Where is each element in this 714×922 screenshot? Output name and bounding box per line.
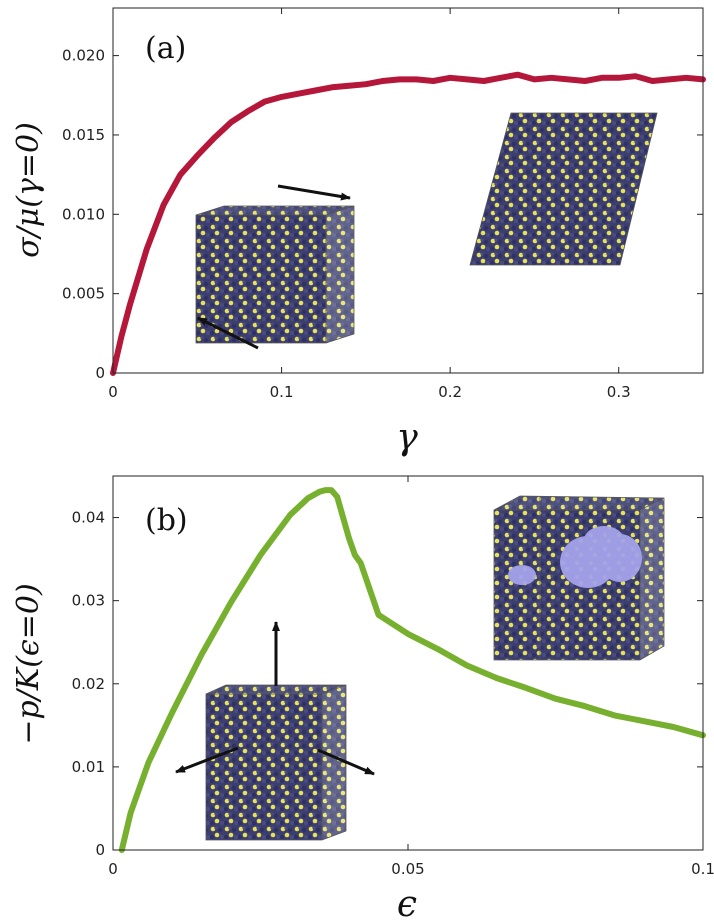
y-tick-label: 0.015 bbox=[62, 126, 105, 144]
y-tick-label: 0.010 bbox=[62, 205, 105, 223]
panel-b-y-axis-label: −p/K(ϵ=0) bbox=[11, 583, 46, 744]
sheared-box bbox=[470, 113, 657, 265]
panel-a-x-axis-label: γ bbox=[396, 417, 418, 458]
cavity-bubble bbox=[508, 526, 642, 588]
x-tick-label: 0.1 bbox=[691, 860, 714, 878]
y-tick-label: 0.03 bbox=[72, 592, 105, 610]
y-tick-label: 0.04 bbox=[72, 509, 105, 527]
panel-b-cavity-cube-inset bbox=[493, 495, 665, 661]
panel-b-expanding-cube-inset bbox=[175, 621, 375, 841]
y-tick-label: 0.01 bbox=[72, 758, 105, 776]
x-tick-label: 0.05 bbox=[391, 860, 424, 878]
y-tick-label: 0.005 bbox=[62, 285, 105, 303]
expand-arrow-left bbox=[175, 746, 239, 774]
y-tick-label: 0.02 bbox=[72, 675, 105, 693]
panel-b-plot-area bbox=[118, 487, 706, 853]
cube-top-face bbox=[196, 206, 354, 215]
panel-b-label: (b) bbox=[145, 503, 188, 538]
y-tick-label: 0 bbox=[95, 364, 105, 382]
panel-a-plot-area bbox=[110, 71, 706, 376]
shear-arrow-bottom bbox=[197, 316, 259, 350]
x-tick-label: 0 bbox=[108, 860, 118, 878]
x-tick-label: 0.3 bbox=[607, 383, 631, 401]
panel-a: 0 0.1 0.2 0.3 0 0.005 0.010 0.015 0.020 (a) γ σ/… bbox=[11, 7, 706, 458]
x-tick-label: 0.2 bbox=[438, 383, 462, 401]
plot-frame bbox=[112, 7, 704, 374]
panel-b-pressure-curve bbox=[118, 487, 706, 853]
panel-a-y-axis-label: σ/μ(γ=0) bbox=[11, 122, 46, 258]
panel-a-label: (a) bbox=[145, 31, 186, 66]
x-tick-label: 0 bbox=[108, 383, 118, 401]
cube-side-face bbox=[322, 685, 346, 840]
panel-a-stress-curve bbox=[110, 71, 706, 376]
y-tick-label: 0 bbox=[95, 841, 105, 859]
panel-a-sheared-cube-inset bbox=[195, 184, 355, 350]
y-tick-label: 0.020 bbox=[62, 47, 105, 65]
panel-a-axes: 0 0.1 0.2 0.3 0 0.005 0.010 0.015 0.020 bbox=[62, 7, 704, 401]
panel-b-x-axis-label: ϵ bbox=[397, 884, 417, 922]
panel-a-sheared-box-inset bbox=[469, 112, 658, 266]
x-tick-label: 0.1 bbox=[270, 383, 294, 401]
panel-b: 0 0.05 0.1 0 0.01 0.02 0.03 0.04 (b) ϵ −p/K(ϵ=0… bbox=[11, 475, 714, 922]
cube-front-face bbox=[206, 694, 322, 840]
cube-side-face bbox=[326, 206, 354, 343]
shear-arrow-top bbox=[277, 184, 351, 201]
panel-b-axes: 0 0.05 0.1 0 0.01 0.02 0.03 0.04 bbox=[72, 475, 714, 878]
cube-front-face bbox=[196, 215, 326, 343]
cube-side-face bbox=[640, 498, 664, 660]
cube-top-face bbox=[206, 685, 346, 694]
expand-arrow-right bbox=[317, 748, 375, 776]
cube-top-face bbox=[494, 496, 664, 510]
